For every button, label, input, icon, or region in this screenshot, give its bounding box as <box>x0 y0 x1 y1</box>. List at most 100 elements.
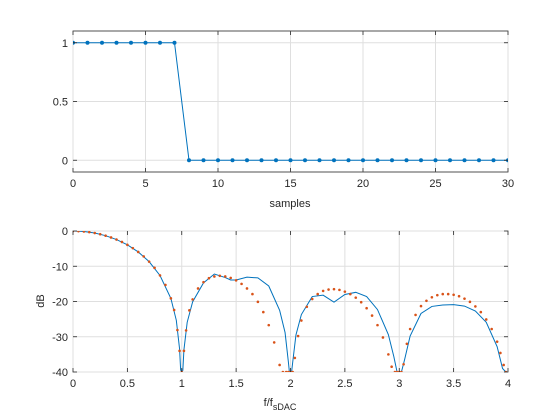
series-1-point <box>184 329 188 332</box>
series-1-point <box>287 370 290 372</box>
series-1-point <box>376 323 379 327</box>
series-1-point <box>77 231 80 233</box>
series-1-point <box>349 292 352 296</box>
series-1-point <box>425 299 428 303</box>
bottom-ticks: 0 0.5 1 1.5 2 2.5 3 3.5 4 0 -10 -20 -30 -40 <box>52 226 511 390</box>
series-1-point <box>338 288 341 292</box>
series-0-marker <box>433 158 438 163</box>
x-tick-label: 0.5 <box>120 378 135 390</box>
series-0-marker <box>390 158 394 163</box>
series-1-point <box>484 318 488 321</box>
top-axes: 0 5 10 15 20 25 30 0 0.5 1 samples <box>53 30 514 210</box>
bottom-xlabel-main: f/f <box>264 397 274 409</box>
series-1-point <box>387 353 390 356</box>
series-1-point <box>281 370 285 372</box>
series-1-point <box>172 308 176 312</box>
x-tick-label: 3.5 <box>446 378 461 390</box>
series-1-point <box>178 349 181 353</box>
series-1-point <box>305 305 309 309</box>
series-1-point <box>82 231 86 233</box>
top-ticks: 0 5 10 15 20 25 30 0 0.5 1 <box>53 31 514 190</box>
series-1-point <box>169 297 173 300</box>
series-1-point <box>354 296 358 299</box>
series-1-point <box>256 300 260 304</box>
series-1-point <box>365 306 368 310</box>
series-0-marker <box>100 40 104 45</box>
series-1-point <box>93 231 97 235</box>
y-tick-label: 1 <box>62 38 68 50</box>
bottom-ylabel: dB <box>35 294 47 307</box>
series-1-point <box>104 234 107 237</box>
series-1-point <box>251 292 254 296</box>
series-1-point <box>131 246 135 250</box>
series-1-point <box>164 283 167 287</box>
series-1-point <box>452 293 455 297</box>
series-0-marker <box>259 158 264 163</box>
series-1-point <box>278 363 281 367</box>
series-1-point <box>147 260 151 263</box>
series-0-marker <box>317 158 322 163</box>
series-1-point <box>142 255 145 258</box>
series-1-point <box>229 276 232 280</box>
x-tick-label: 3 <box>396 378 402 390</box>
series-0-marker <box>375 158 380 163</box>
series-0-marker <box>245 158 249 163</box>
series-1-point <box>158 274 162 277</box>
series-1-point <box>321 289 325 293</box>
series-1-point <box>463 297 466 300</box>
series-1-point <box>390 365 393 369</box>
series-1-point <box>419 304 423 308</box>
series-0-marker <box>404 158 409 163</box>
series-1-point <box>381 336 385 339</box>
series-1-point <box>436 293 439 297</box>
series-0-marker <box>303 158 307 163</box>
top-data <box>73 40 508 163</box>
series-0-marker <box>216 158 220 163</box>
series-1-point <box>395 370 399 372</box>
series-0-marker <box>143 40 148 45</box>
bottom-data <box>73 231 508 372</box>
y-tick-label: 0.5 <box>53 97 68 109</box>
series-1-point <box>284 370 288 372</box>
series-0-marker <box>85 40 90 45</box>
series-0-marker <box>448 158 452 163</box>
series-1-point <box>191 298 194 301</box>
series-0-marker <box>172 40 177 45</box>
series-1-point <box>218 274 222 278</box>
series-1-point <box>310 297 314 301</box>
series-1-point <box>343 290 347 293</box>
series-1-point <box>240 282 243 286</box>
series-0-marker <box>187 158 191 163</box>
series-0-marker <box>201 158 206 163</box>
series-1-point <box>188 309 191 312</box>
top-xlabel: samples <box>270 198 311 210</box>
series-0-marker <box>477 158 481 163</box>
series-1-point <box>468 300 472 304</box>
series-1-point <box>316 292 319 296</box>
series-0-marker <box>419 158 423 163</box>
x-tick-label: 0 <box>70 378 76 390</box>
series-1-point <box>126 243 129 247</box>
series-1-point <box>293 356 297 360</box>
series-1-point <box>120 240 124 244</box>
x-tick-label: 25 <box>429 178 441 190</box>
series-1-point <box>207 276 211 280</box>
x-tick-label: 30 <box>502 178 514 190</box>
x-tick-label: 0 <box>70 178 76 190</box>
series-1-point <box>393 370 397 372</box>
series-1-point <box>291 370 294 372</box>
series-1-point <box>245 287 249 290</box>
y-tick-label: -40 <box>52 367 68 379</box>
series-1-point <box>446 292 450 296</box>
series-1-point <box>400 370 403 372</box>
series-1-point <box>479 310 483 314</box>
series-1-point <box>502 363 505 367</box>
series-1-point <box>402 362 405 366</box>
series-1-point <box>136 250 140 254</box>
series-1-point <box>234 279 238 282</box>
series-1-point <box>223 275 227 278</box>
series-1-point <box>359 300 363 304</box>
y-tick-label: 0 <box>62 226 68 238</box>
x-tick-label: 10 <box>212 178 224 190</box>
series-1-point <box>499 351 502 355</box>
